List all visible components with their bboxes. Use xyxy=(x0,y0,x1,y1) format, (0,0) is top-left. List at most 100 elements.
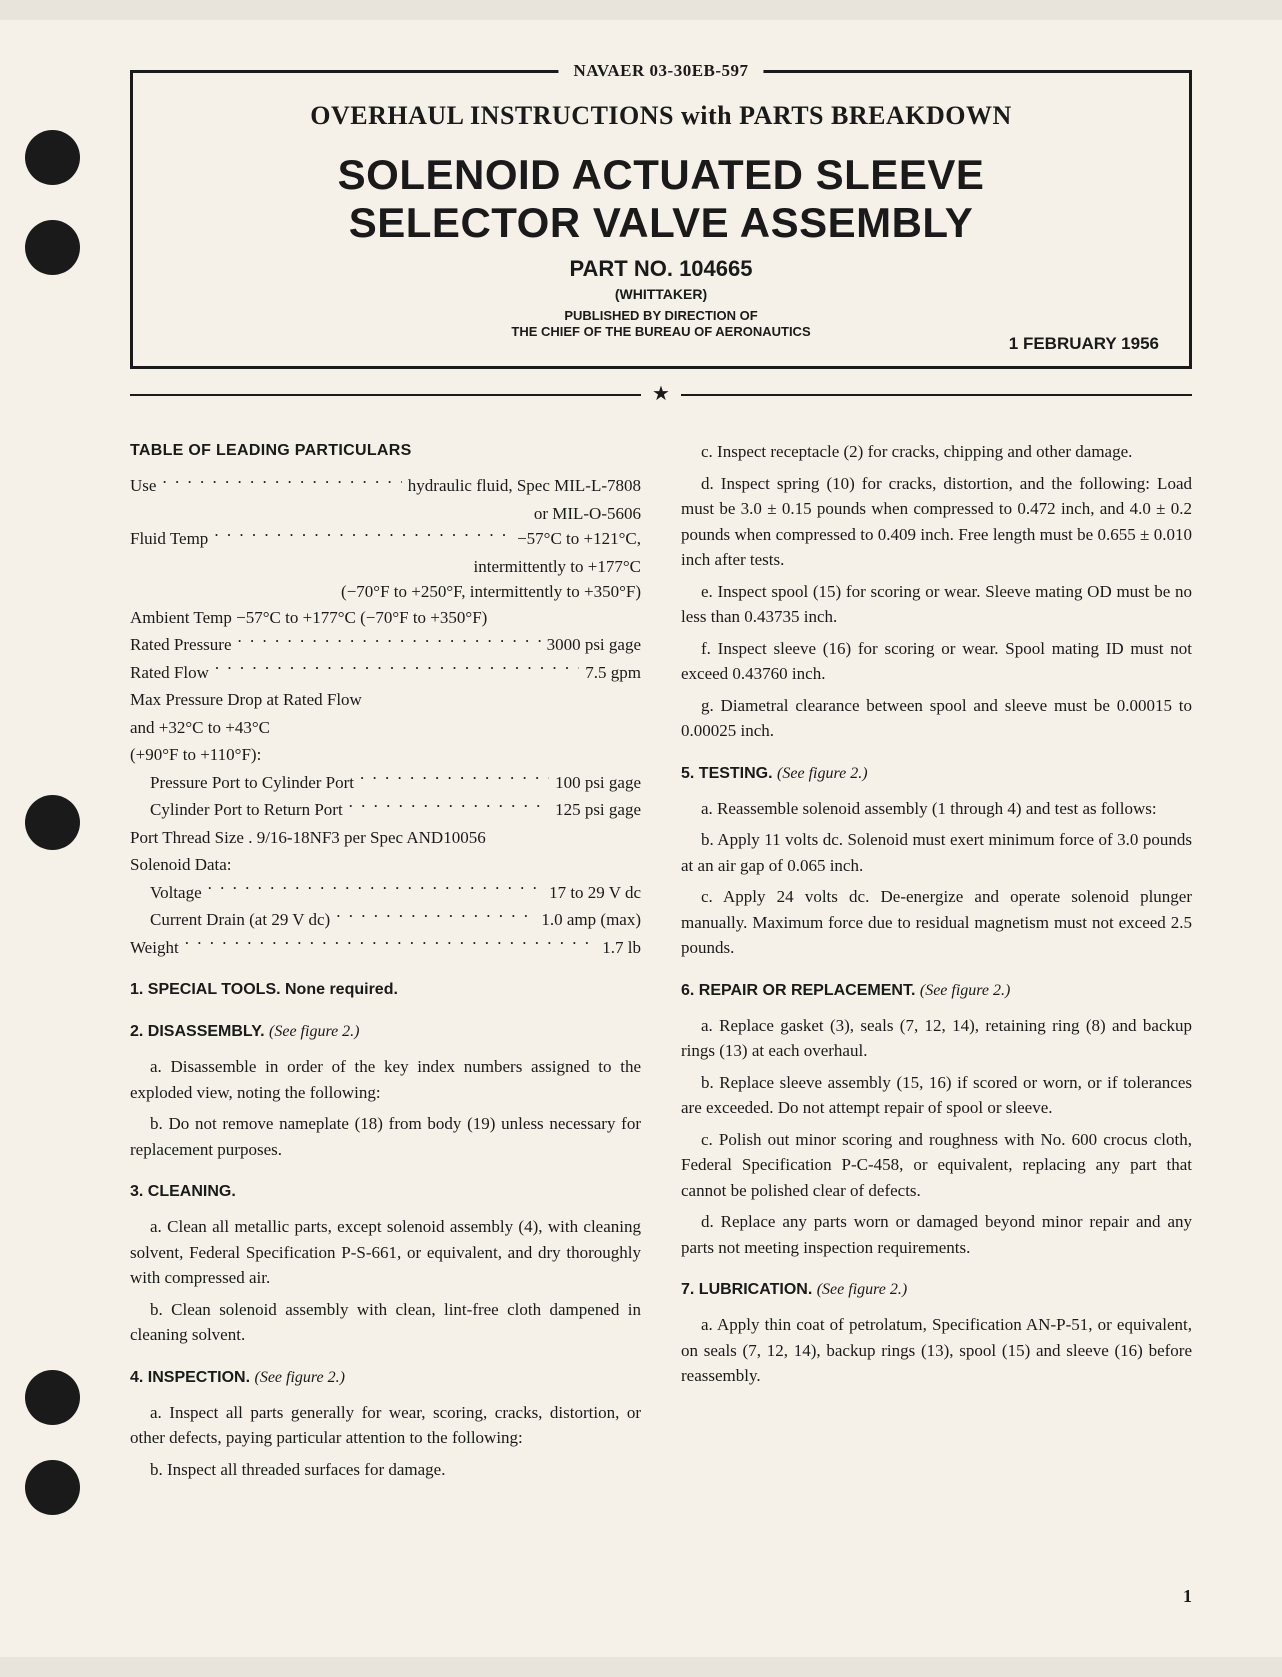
spec-value: 1.0 amp (max) xyxy=(541,907,641,933)
spec-label: Port Thread Size xyxy=(130,828,244,847)
para-5b: b. Apply 11 volts dc. Solenoid must exer… xyxy=(681,827,1192,878)
para-4e: e. Inspect spool (15) for scoring or wea… xyxy=(681,579,1192,630)
para-5a: a. Reassemble solenoid assembly (1 throu… xyxy=(681,796,1192,822)
para-3a: a. Clean all metallic parts, except sole… xyxy=(130,1214,641,1291)
section-2-head: 2. DISASSEMBLY. (See figure 2.) xyxy=(130,1020,641,1044)
spec-label: Ambient Temp xyxy=(130,608,232,627)
spec-value: hydraulic fluid, Spec MIL-L-7808 xyxy=(408,473,641,499)
spec-label: Cylinder Port to Return Port xyxy=(150,797,343,823)
spec-value: 1.7 lb xyxy=(602,935,641,961)
spec-row-voltage: Voltage 17 to 29 V dc xyxy=(130,880,641,906)
manufacturer: (WHITTAKER) xyxy=(163,286,1159,302)
main-title: SOLENOID ACTUATED SLEEVE SELECTOR VALVE … xyxy=(163,151,1159,248)
para-4a: a. Inspect all parts generally for wear,… xyxy=(130,1400,641,1451)
spec-label: Use xyxy=(130,473,156,499)
para-6d: d. Replace any parts worn or damaged bey… xyxy=(681,1209,1192,1260)
para-4d: d. Inspect spring (10) for cracks, disto… xyxy=(681,471,1192,573)
spec-value-cont: intermittently to +177°C xyxy=(130,554,641,580)
spec-value-cont: (−70°F to +250°F, intermittently to +350… xyxy=(130,579,641,605)
title-line-2: SELECTOR VALVE ASSEMBLY xyxy=(349,199,974,246)
star-icon: ★ xyxy=(652,384,670,404)
spec-row-rated-pressure: Rated Pressure 3000 psi gage xyxy=(130,632,641,658)
spec-label: Rated Pressure xyxy=(130,632,232,658)
table-of-particulars-title: TABLE OF LEADING PARTICULARS xyxy=(130,439,641,463)
section-2-title: 2. DISASSEMBLY. xyxy=(130,1023,265,1040)
spec-row-cylinder-port: Cylinder Port to Return Port 125 psi gag… xyxy=(130,797,641,823)
page-number: 1 xyxy=(1183,1586,1192,1607)
spec-label: Weight xyxy=(130,935,179,961)
section-4-title: 4. INSPECTION. xyxy=(130,1369,250,1386)
page: NAVAER 03-30EB-597 OVERHAUL INSTRUCTIONS… xyxy=(0,20,1282,1657)
para-4b: b. Inspect all threaded surfaces for dam… xyxy=(130,1457,641,1483)
punch-hole xyxy=(25,795,80,850)
published-line-2: THE CHIEF OF THE BUREAU OF AERONAUTICS xyxy=(511,324,810,339)
see-figure-ref: (See figure 2.) xyxy=(269,1023,359,1040)
see-figure-ref: (See figure 2.) xyxy=(920,982,1010,999)
spec-value-cont: or MIL-O-5606 xyxy=(130,501,641,527)
leader-dots xyxy=(185,936,597,953)
section-4-head: 4. INSPECTION. (See figure 2.) xyxy=(130,1366,641,1390)
spec-label: Voltage xyxy=(150,880,202,906)
punch-hole xyxy=(25,130,80,185)
para-4f: f. Inspect sleeve (16) for scoring or we… xyxy=(681,636,1192,687)
leader-dots xyxy=(215,661,579,678)
punch-hole xyxy=(25,220,80,275)
spec-row-ambient: Ambient Temp −57°C to +177°C (−70°F to +… xyxy=(130,605,641,631)
header-box: NAVAER 03-30EB-597 OVERHAUL INSTRUCTIONS… xyxy=(130,70,1192,369)
para-4g: g. Diametral clearance between spool and… xyxy=(681,693,1192,744)
overhaul-title: OVERHAUL INSTRUCTIONS with PARTS BREAKDO… xyxy=(163,101,1159,131)
spec-solenoid-data-label: Solenoid Data: xyxy=(130,852,641,878)
right-column: c. Inspect receptacle (2) for cracks, ch… xyxy=(681,439,1192,1488)
spec-value: −57°C to +177°C (−70°F to +350°F) xyxy=(236,608,487,627)
title-line-1: SOLENOID ACTUATED SLEEVE xyxy=(338,151,985,198)
spec-row-port-thread: Port Thread Size . 9/16-18NF3 per Spec A… xyxy=(130,825,641,851)
leader-dots xyxy=(238,633,541,650)
leader-dots xyxy=(208,881,543,898)
section-7-head: 7. LUBRICATION. (See figure 2.) xyxy=(681,1278,1192,1302)
see-figure-ref: (See figure 2.) xyxy=(817,1281,907,1298)
spec-row-weight: Weight 1.7 lb xyxy=(130,935,641,961)
para-5c: c. Apply 24 volts dc. De-energize and op… xyxy=(681,884,1192,961)
leader-dots xyxy=(360,771,549,788)
para-2b: b. Do not remove nameplate (18) from bod… xyxy=(130,1111,641,1162)
section-3-head: 3. CLEANING. xyxy=(130,1180,641,1204)
punch-hole xyxy=(25,1460,80,1515)
spec-label: Current Drain (at 29 V dc) xyxy=(150,907,330,933)
section-6-head: 6. REPAIR OR REPLACEMENT. (See figure 2.… xyxy=(681,979,1192,1003)
para-6c: c. Polish out minor scoring and roughnes… xyxy=(681,1127,1192,1204)
spec-label: Fluid Temp xyxy=(130,526,208,552)
spec-row-use: Use hydraulic fluid, Spec MIL-L-7808 xyxy=(130,473,641,499)
punch-hole xyxy=(25,1370,80,1425)
para-3b: b. Clean solenoid assembly with clean, l… xyxy=(130,1297,641,1348)
spec-value: 7.5 gpm xyxy=(585,660,641,686)
part-number: PART NO. 104665 xyxy=(163,256,1159,282)
para-6b: b. Replace sleeve assembly (15, 16) if s… xyxy=(681,1070,1192,1121)
see-figure-ref: (See figure 2.) xyxy=(254,1369,344,1386)
para-4c: c. Inspect receptacle (2) for cracks, ch… xyxy=(681,439,1192,465)
para-7a: a. Apply thin coat of petrolatum, Specif… xyxy=(681,1312,1192,1389)
spec-row-pressure-port: Pressure Port to Cylinder Port 100 psi g… xyxy=(130,770,641,796)
section-7-title: 7. LUBRICATION. xyxy=(681,1281,812,1298)
spec-row-fluid-temp: Fluid Temp −57°C to +121°C, xyxy=(130,526,641,552)
section-5-title: 5. TESTING. xyxy=(681,765,773,782)
publication-date: 1 FEBRUARY 1956 xyxy=(1009,334,1159,354)
spec-max-drop-1: Max Pressure Drop at Rated Flow xyxy=(130,687,641,713)
spec-max-drop-2: and +32°C to +43°C xyxy=(130,715,641,741)
two-column-body: TABLE OF LEADING PARTICULARS Use hydraul… xyxy=(130,439,1192,1488)
leader-dots xyxy=(162,474,401,491)
para-6a: a. Replace gasket (3), seals (7, 12, 14)… xyxy=(681,1013,1192,1064)
spec-label: Rated Flow xyxy=(130,660,209,686)
see-figure-ref: (See figure 2.) xyxy=(777,765,867,782)
published-line-1: PUBLISHED BY DIRECTION OF xyxy=(564,308,757,323)
leader-dots xyxy=(214,527,511,544)
section-6-title: 6. REPAIR OR REPLACEMENT. xyxy=(681,982,915,999)
section-5-head: 5. TESTING. (See figure 2.) xyxy=(681,762,1192,786)
spec-row-current: Current Drain (at 29 V dc) 1.0 amp (max) xyxy=(130,907,641,933)
spec-row-rated-flow: Rated Flow 7.5 gpm xyxy=(130,660,641,686)
spec-value: 3000 psi gage xyxy=(547,632,641,658)
spec-value: 100 psi gage xyxy=(555,770,641,796)
left-column: TABLE OF LEADING PARTICULARS Use hydraul… xyxy=(130,439,641,1488)
spec-value: 17 to 29 V dc xyxy=(549,880,641,906)
section-1-head: 1. SPECIAL TOOLS. None required. xyxy=(130,978,641,1002)
leader-dots xyxy=(336,908,535,925)
